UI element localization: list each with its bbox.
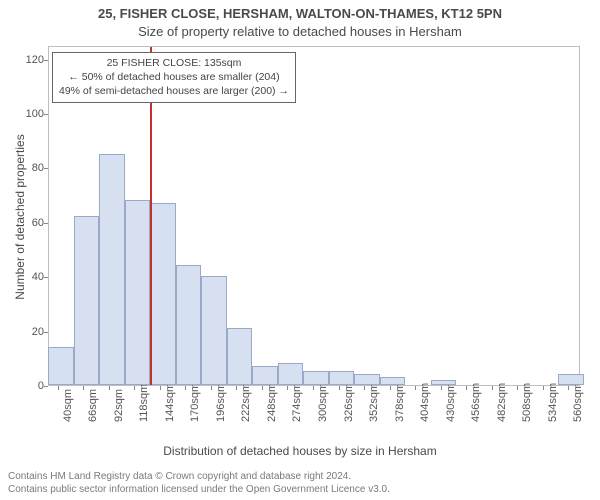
x-tick-mark: [109, 386, 110, 390]
histogram-bar: [125, 200, 151, 385]
histogram-bar: [48, 347, 74, 385]
x-tick-mark: [313, 386, 314, 390]
footer-line1: Contains HM Land Registry data © Crown c…: [8, 471, 592, 484]
x-tick-mark: [339, 386, 340, 390]
x-tick-label: 456sqm: [470, 383, 482, 422]
x-tick-label: 404sqm: [419, 383, 431, 422]
callout-line3: 49% of semi-detached houses are larger (…: [59, 84, 289, 98]
chart-container: 25, FISHER CLOSE, HERSHAM, WALTON-ON-THA…: [0, 0, 600, 500]
x-tick-mark: [543, 386, 544, 390]
plot-area: 02040608010012040sqm66sqm92sqm118sqm144s…: [48, 46, 580, 386]
histogram-bar: [431, 380, 457, 385]
x-tick-label: 482sqm: [496, 383, 508, 422]
title-address: 25, FISHER CLOSE, HERSHAM, WALTON-ON-THA…: [0, 6, 600, 21]
x-tick-mark: [134, 386, 135, 390]
histogram-bar: [354, 374, 380, 385]
y-tick-mark: [44, 114, 48, 115]
y-tick-label: 40: [18, 271, 44, 283]
x-tick-mark: [364, 386, 365, 390]
x-tick-label: 92sqm: [113, 389, 125, 422]
histogram-bar: [303, 371, 329, 385]
x-tick-label: 274sqm: [291, 383, 303, 422]
histogram-bar: [252, 366, 278, 385]
histogram-bar: [329, 371, 355, 385]
x-tick-label: 326sqm: [343, 383, 355, 422]
y-tick-mark: [44, 60, 48, 61]
histogram-bar: [99, 154, 125, 385]
x-tick-label: 222sqm: [240, 383, 252, 422]
x-tick-mark: [211, 386, 212, 390]
y-tick-mark: [44, 332, 48, 333]
y-tick-mark: [44, 223, 48, 224]
x-tick-mark: [466, 386, 467, 390]
footer-attribution: Contains HM Land Registry data © Crown c…: [8, 471, 592, 496]
y-tick-label: 100: [18, 108, 44, 120]
y-tick-mark: [44, 277, 48, 278]
x-tick-label: 300sqm: [317, 383, 329, 422]
histogram-bar: [227, 328, 253, 385]
histogram-bar: [74, 216, 100, 385]
callout-line1: 25 FISHER CLOSE: 135sqm: [59, 56, 289, 70]
x-tick-mark: [517, 386, 518, 390]
callout-box: 25 FISHER CLOSE: 135sqm← 50% of detached…: [52, 52, 296, 103]
x-tick-mark: [262, 386, 263, 390]
x-axis-label: Distribution of detached houses by size …: [0, 444, 600, 458]
x-tick-mark: [390, 386, 391, 390]
x-tick-label: 430sqm: [445, 383, 457, 422]
y-tick-mark: [44, 168, 48, 169]
histogram-bar: [278, 363, 304, 385]
histogram-bar: [176, 265, 202, 385]
x-tick-mark: [160, 386, 161, 390]
x-tick-label: 196sqm: [215, 383, 227, 422]
x-tick-label: 118sqm: [138, 384, 150, 422]
histogram-bar: [558, 374, 584, 385]
callout-line2: ← 50% of detached houses are smaller (20…: [59, 70, 289, 84]
y-tick-label: 80: [18, 162, 44, 174]
x-tick-mark: [568, 386, 569, 390]
x-tick-mark: [441, 386, 442, 390]
x-tick-mark: [287, 386, 288, 390]
x-tick-label: 66sqm: [87, 389, 99, 422]
x-tick-label: 144sqm: [164, 383, 176, 422]
y-tick-label: 60: [18, 217, 44, 229]
x-tick-label: 170sqm: [189, 383, 201, 422]
y-tick-label: 20: [18, 326, 44, 338]
x-tick-mark: [492, 386, 493, 390]
x-tick-mark: [185, 386, 186, 390]
x-tick-label: 40sqm: [62, 389, 74, 422]
x-tick-mark: [83, 386, 84, 390]
histogram-bar: [150, 203, 176, 385]
x-tick-mark: [415, 386, 416, 390]
footer-line2: Contains public sector information licen…: [8, 484, 592, 497]
x-tick-mark: [236, 386, 237, 390]
x-tick-label: 508sqm: [521, 383, 533, 422]
y-tick-mark: [44, 386, 48, 387]
x-tick-mark: [58, 386, 59, 390]
x-tick-label: 248sqm: [266, 383, 278, 422]
title-subtitle: Size of property relative to detached ho…: [0, 24, 600, 39]
x-tick-label: 560sqm: [572, 383, 584, 422]
x-tick-label: 378sqm: [394, 383, 406, 422]
x-tick-label: 534sqm: [547, 383, 559, 422]
histogram-bar: [380, 377, 406, 385]
y-tick-label: 120: [18, 54, 44, 66]
histogram-bar: [201, 276, 227, 385]
y-tick-label: 0: [18, 380, 44, 392]
x-tick-label: 352sqm: [368, 383, 380, 422]
